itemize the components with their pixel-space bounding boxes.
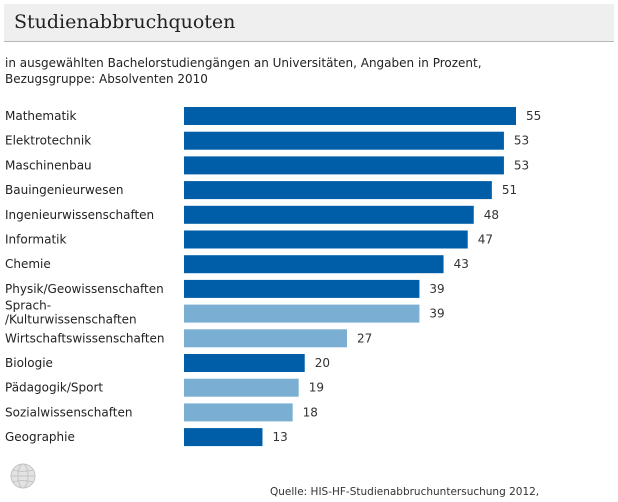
bar	[184, 230, 468, 249]
value-label: 18	[303, 405, 318, 419]
value-label: 48	[484, 208, 499, 222]
value-label: 39	[429, 282, 444, 296]
value-label: 19	[309, 381, 324, 395]
bar	[184, 304, 420, 323]
globe-icon	[10, 463, 36, 489]
category-label: Elektrotechnik	[5, 134, 91, 148]
value-label: 20	[315, 356, 330, 370]
bar	[184, 255, 444, 274]
bar	[184, 428, 263, 447]
title-bar: Studienabbruchquoten	[4, 4, 614, 42]
category-label: Pädagogik/Sport	[5, 381, 103, 395]
bar	[184, 354, 305, 372]
bar	[184, 131, 504, 150]
bar	[184, 279, 420, 298]
bar	[184, 107, 516, 125]
category-label: Geographie	[5, 430, 75, 444]
chart-subtitle: in ausgewählten Bachelorstudiengängen an…	[5, 56, 482, 86]
category-label: Chemie	[5, 257, 51, 271]
category-label: Maschinenbau	[5, 158, 92, 172]
bar	[184, 403, 293, 422]
value-label: 27	[357, 331, 372, 345]
chart-title: Studienabbruchquoten	[14, 11, 236, 33]
category-label: Bauingenieurwesen	[5, 183, 123, 197]
category-label: Wirtschaftswissenschaften	[5, 331, 165, 345]
bar	[184, 205, 474, 224]
bar	[184, 156, 504, 175]
category-label: Informatik	[5, 233, 67, 247]
category-label: Sozialwissenschaften	[5, 405, 132, 419]
source-note: Quelle: HIS-HF-Studienabbruchuntersuchun…	[270, 486, 540, 498]
category-label: Biologie	[5, 356, 53, 370]
value-label: 47	[478, 233, 493, 247]
bar	[184, 181, 492, 200]
category-label: Sprach-/Kulturwissenschaften	[5, 299, 137, 327]
value-label: 39	[429, 307, 444, 321]
category-label: Ingenieurwissenschaften	[5, 208, 154, 222]
value-label: 51	[502, 183, 517, 197]
value-label: 13	[272, 430, 287, 444]
value-label: 55	[526, 109, 541, 123]
bar	[184, 329, 347, 348]
category-label: Mathematik	[5, 109, 76, 123]
value-label: 53	[514, 158, 529, 172]
category-label: Physik/Geowissenschaften	[5, 282, 164, 296]
value-label: 43	[454, 257, 469, 271]
bar	[184, 378, 299, 397]
value-label: 53	[514, 134, 529, 148]
bar-chart: Mathematik 55 Elektrotechnik 53 Maschinenbau…	[5, 107, 541, 447]
